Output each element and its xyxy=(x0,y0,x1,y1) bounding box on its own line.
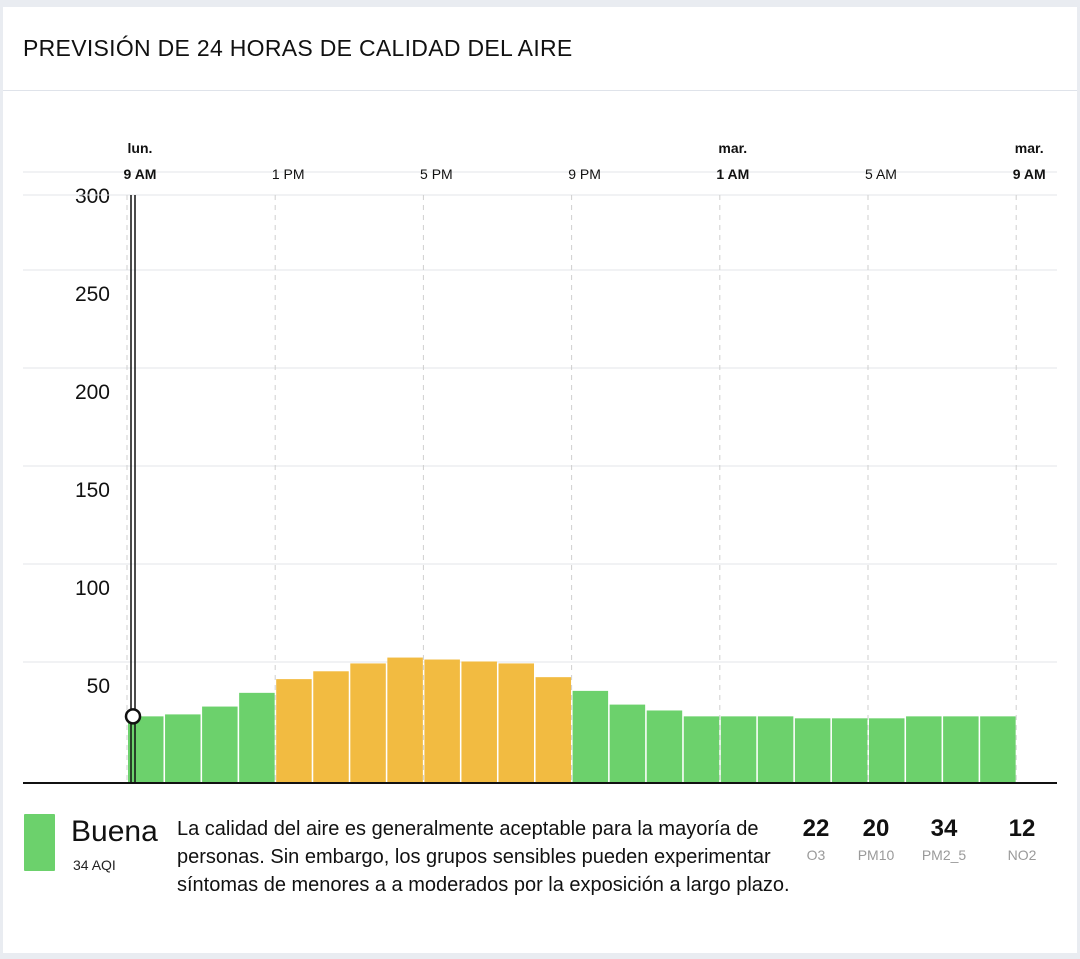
card-header: PREVISIÓN DE 24 HORAS DE CALIDAD DEL AIR… xyxy=(3,7,1077,91)
x-tick-label: 9 AM xyxy=(1013,166,1046,182)
y-tick-label: 300 xyxy=(75,185,110,208)
pollutant-value: 20 xyxy=(862,815,890,842)
aqi-bar xyxy=(794,718,831,783)
aqi-bar xyxy=(980,716,1016,783)
aqi-value: 34 AQI xyxy=(73,857,116,873)
aqi-bar xyxy=(869,718,905,783)
card-title: PREVISIÓN DE 24 HORAS DE CALIDAD DEL AIR… xyxy=(23,35,573,61)
y-tick-label: 150 xyxy=(75,479,110,502)
pollutant-value: 22 xyxy=(802,815,830,842)
aqi-bar xyxy=(461,661,497,783)
y-tick-label: 100 xyxy=(75,577,110,600)
aqi-bar xyxy=(128,716,164,783)
aqi-bar xyxy=(943,716,979,783)
pollutant-value: 12 xyxy=(1008,815,1036,842)
aqi-bar xyxy=(239,692,275,783)
aqi-description: La calidad del aire es generalmente acep… xyxy=(177,818,790,896)
x-tick-day-label: lun. xyxy=(128,140,153,156)
x-tick-day-label: mar. xyxy=(1015,140,1044,156)
aqi-bar xyxy=(906,716,942,783)
aqi-bar xyxy=(350,663,386,783)
pollutant-o3: 22 O3 xyxy=(781,815,851,863)
pollutant-pm10: 20 PM10 xyxy=(841,815,911,863)
pollutant-pm2-5: 34 PM2_5 xyxy=(909,815,979,863)
pollutant-name: O3 xyxy=(806,847,826,863)
aqi-bar xyxy=(831,718,868,783)
aqi-bar xyxy=(313,671,349,783)
pollutant-no2: 12 NO2 xyxy=(987,815,1057,863)
pollutant-value: 34 xyxy=(930,815,958,842)
aqi-level-label: Buena xyxy=(71,815,158,848)
y-tick-label: 50 xyxy=(87,675,110,698)
aqi-bar xyxy=(609,704,646,783)
aqi-bar xyxy=(646,710,683,783)
aqi-bar xyxy=(276,679,312,783)
aqi-bar xyxy=(720,716,757,783)
aqi-level-swatch xyxy=(24,814,55,871)
x-tick-label: 1 AM xyxy=(716,166,749,182)
aqi-bar xyxy=(683,716,720,783)
aqi-bar xyxy=(424,659,460,783)
pollutant-name: PM2_5 xyxy=(921,847,967,863)
current-value-marker xyxy=(124,708,142,725)
aqi-bar xyxy=(535,677,572,783)
pollutant-name: PM10 xyxy=(857,847,895,863)
air-quality-card: PREVISIÓN DE 24 HORAS DE CALIDAD DEL AIR… xyxy=(3,7,1077,953)
y-tick-label: 250 xyxy=(75,283,110,306)
x-tick-label: 5 PM xyxy=(420,166,453,182)
x-tick-day-label: mar. xyxy=(718,140,747,156)
aqi-bar xyxy=(202,706,238,783)
aqi-bar xyxy=(572,690,609,783)
y-tick-label: 200 xyxy=(75,381,110,404)
aqi-bar xyxy=(757,716,794,783)
aqi-bar xyxy=(387,657,423,783)
aqi-bar xyxy=(498,663,534,783)
aqi-legend: Buena 34 AQI La calidad del aire es gene… xyxy=(3,807,1077,947)
x-tick-label: 1 PM xyxy=(272,166,305,182)
x-tick-label: 5 AM xyxy=(865,166,897,182)
x-tick-label: 9 AM xyxy=(124,166,157,182)
x-tick-label: 9 PM xyxy=(568,166,601,182)
aqi-forecast-chart: 50 100 150 200 250 300 lun. 9 AM 1 PM 5 PM 9 PM mar… xyxy=(23,140,1057,784)
aqi-bar xyxy=(165,714,201,783)
pollutant-name: NO2 xyxy=(1007,847,1037,863)
